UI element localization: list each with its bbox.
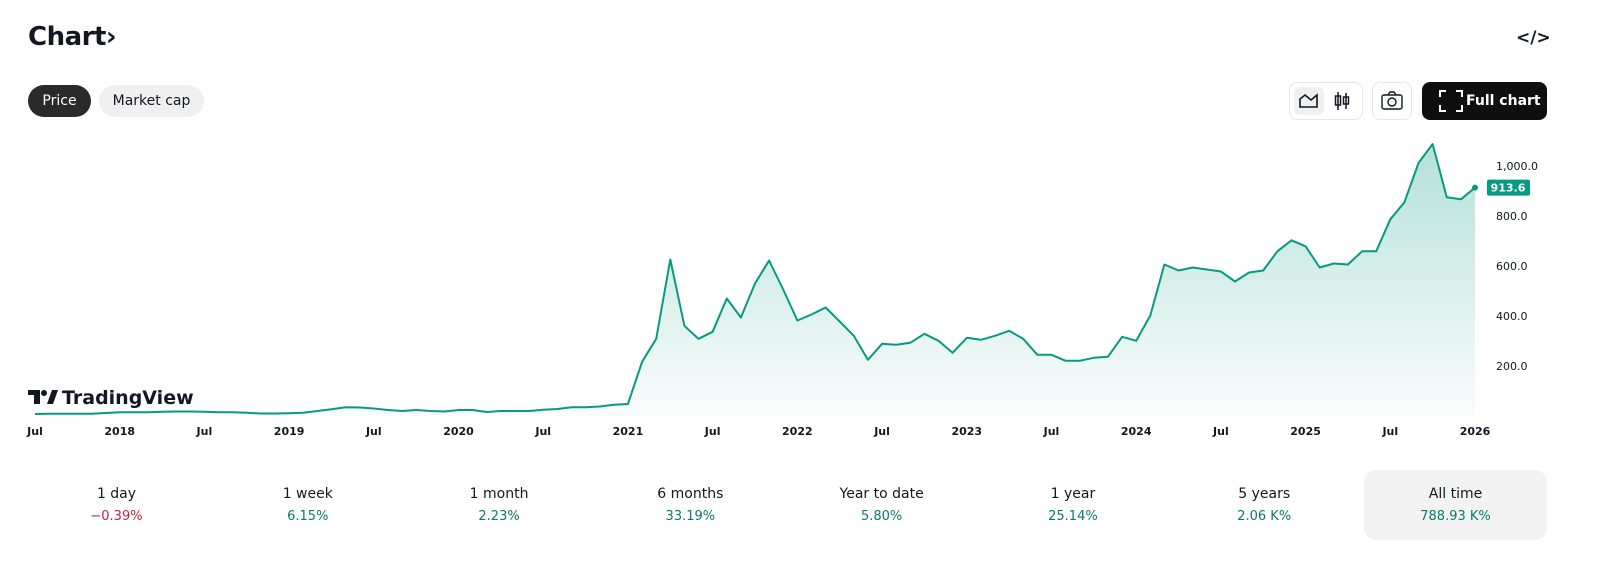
performance-item[interactable]: 6 months 33.19% [599, 470, 782, 540]
price-line [34, 143, 1476, 415]
x-tick-label: Jul [1381, 425, 1398, 438]
period-label: 1 week [282, 486, 333, 502]
period-label: Year to date [839, 486, 924, 502]
period-label: 5 years [1238, 486, 1291, 502]
y-tick-label: 1,000.0 [1496, 160, 1538, 173]
period-change: 25.14% [1048, 509, 1098, 524]
last-point [1472, 184, 1478, 191]
x-tick-label: 2026 [1460, 425, 1491, 438]
x-tick-label: 2019 [274, 425, 305, 438]
period-change: 2.06 K% [1237, 509, 1292, 524]
x-tick-label: Jul [704, 425, 721, 438]
x-tick-label: 2024 [1121, 425, 1152, 438]
x-tick-label: Jul [1212, 425, 1229, 438]
performance-row: 1 day −0.39% 1 week 6.15% 1 month 2.23% 6 mont… [25, 470, 1549, 540]
line-style-icon[interactable] [1299, 93, 1318, 108]
x-tick-label: 2023 [951, 425, 982, 438]
candle-style-icon[interactable] [1334, 92, 1350, 110]
period-change: 5.80% [860, 509, 903, 524]
area [35, 144, 1475, 416]
performance-item[interactable]: 1 year 25.14% [981, 470, 1164, 540]
x-tick-label: 2020 [443, 425, 474, 438]
performance-item[interactable]: 5 years 2.06 K% [1173, 470, 1356, 540]
x-tick-label: Jul [534, 425, 551, 438]
performance-item[interactable]: All time 788.93 K% [1364, 470, 1547, 540]
price-badge-label: 913.6 [1491, 182, 1526, 195]
style-icons [1294, 87, 1350, 115]
performance-item[interactable]: 1 week 6.15% [216, 470, 399, 540]
x-tick-label: 2022 [782, 425, 813, 438]
chart-style-toggle [1289, 82, 1363, 120]
camera-icon [1381, 91, 1403, 110]
period-change: 33.19% [665, 509, 716, 524]
active-style-bg [1294, 87, 1324, 115]
period-label: 1 day [96, 486, 137, 502]
snapshot-button[interactable] [1372, 82, 1412, 120]
x-tick-label: 2018 [104, 425, 135, 438]
performance-item[interactable]: 1 day −0.39% [25, 470, 208, 540]
x-tick-label: Jul [1043, 425, 1060, 438]
period-change: 788.93 K% [1420, 509, 1491, 524]
y-tick-label: 600.0 [1496, 260, 1528, 273]
period-label: All time [1428, 486, 1483, 502]
period-label: 1 month [469, 486, 529, 502]
y-tick-label: 400.0 [1496, 310, 1528, 323]
period-change: −0.39% [90, 509, 143, 524]
x-tick-label: 2025 [1290, 425, 1321, 438]
x-tick-label: Jul [873, 425, 890, 438]
section-title[interactable]: Chart› [28, 22, 117, 52]
price-tab[interactable]: Price [28, 85, 91, 117]
price-badge [1487, 179, 1530, 196]
x-tick-label: 2021 [613, 425, 644, 438]
performance-item[interactable]: 1 month 2.23% [408, 470, 591, 540]
y-tick-label: 800.0 [1496, 210, 1528, 223]
period-change: 6.15% [287, 509, 329, 524]
x-tick-label: Jul [26, 425, 43, 438]
period-label: 1 year [1050, 486, 1096, 502]
chart: TradingView 200.0 400.0 600.0 800.0 1,000.0 J… [26, 143, 1538, 438]
full-chart-button[interactable]: Full chart [1422, 82, 1547, 120]
performance-item[interactable]: Year to date 5.80% [790, 470, 973, 540]
full-chart-label: Full chart [1466, 93, 1541, 109]
period-label: 6 months [657, 486, 724, 502]
embed-button[interactable]: </> [1516, 28, 1551, 48]
logo-text: TradingView [62, 387, 194, 409]
x-tick-label: Jul [365, 425, 382, 438]
expand-icon [1439, 90, 1463, 112]
period-change: 2.23% [478, 509, 520, 524]
market-cap-tab[interactable]: Market cap [99, 85, 204, 117]
x-tick-label: Jul [196, 425, 213, 438]
y-tick-label: 200.0 [1496, 360, 1528, 373]
tradingview-logo: TradingView [28, 387, 194, 409]
